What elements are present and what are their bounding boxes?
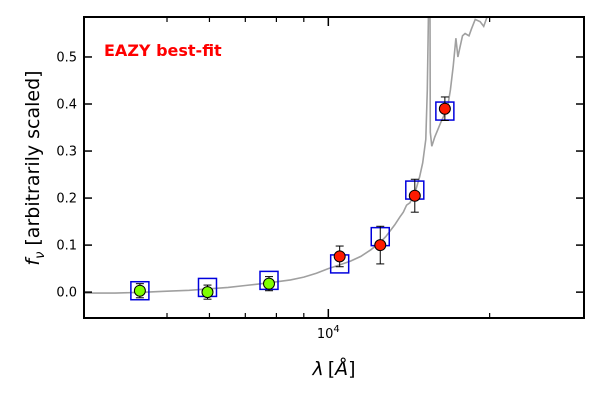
x-axis-unit: Å	[333, 357, 348, 380]
y-tick-label: 0.3	[56, 145, 77, 160]
observed-point	[438, 102, 451, 115]
annotation-label: EAZY best-fit	[104, 41, 222, 60]
observed-point	[333, 250, 346, 263]
y-tick-label: 0.2	[56, 192, 77, 207]
model-photometry-box	[130, 280, 150, 301]
y-tick-label: 0.5	[56, 50, 77, 65]
plot-frame	[83, 16, 585, 319]
x-tick-label: 104	[317, 324, 340, 342]
y-axis-text: [arbitrarily scaled]	[22, 70, 44, 245]
observed-point	[374, 239, 387, 252]
y-axis-label: fν [arbitrarily scaled]	[22, 70, 48, 265]
y-tick-label: 0.4	[56, 98, 77, 113]
x-axis-symbol: λ	[311, 358, 323, 380]
upper-limit-point	[263, 277, 276, 290]
observed-point	[408, 189, 421, 202]
y-axis-subscript: ν	[33, 252, 48, 259]
x-axis-label: λ [Å]	[311, 357, 355, 380]
y-tick-label: 0.0	[56, 286, 77, 301]
upper-limit-point	[201, 286, 214, 299]
y-tick-label: 0.1	[56, 239, 77, 254]
upper-limit-point	[133, 284, 146, 297]
y-axis-symbol: f	[22, 256, 44, 266]
